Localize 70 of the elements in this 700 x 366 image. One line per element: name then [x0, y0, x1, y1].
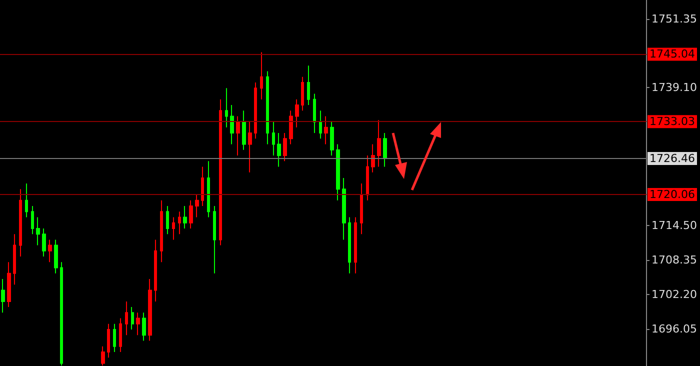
candlestick — [295, 98, 299, 128]
candlestick — [360, 183, 363, 235]
candlestick — [107, 323, 110, 358]
candlestick — [219, 98, 222, 246]
candlestick — [313, 93, 316, 134]
candlestick — [324, 116, 328, 145]
candlestick — [178, 211, 181, 235]
candlestick — [148, 278, 152, 342]
candlestick — [277, 132, 281, 168]
candlestick — [1, 278, 5, 314]
candlestick — [25, 183, 28, 218]
candlestick — [213, 206, 216, 274]
candlestick — [131, 306, 134, 330]
candlestick — [289, 110, 293, 145]
candlestick — [166, 206, 169, 235]
candlestick — [142, 312, 146, 342]
candlestick — [19, 188, 22, 258]
candlestick — [42, 228, 46, 258]
candlestick — [283, 132, 287, 162]
candlestick — [366, 154, 369, 201]
candlestick — [248, 121, 252, 173]
candlestick — [54, 239, 58, 274]
ref-line-label: 1720.06 — [650, 188, 696, 201]
candlestick — [371, 144, 375, 173]
candlestick — [172, 216, 175, 240]
candlestick — [60, 262, 63, 366]
y-tick-label: 1714.50 — [652, 219, 698, 232]
candlestick — [307, 65, 310, 106]
candlestick — [207, 160, 210, 218]
candlestick — [336, 144, 340, 201]
candlestick — [383, 132, 387, 168]
candlestick — [183, 206, 187, 229]
candlestick — [342, 177, 346, 240]
candlestick — [242, 110, 246, 150]
candlestick — [266, 70, 269, 145]
candlestick — [230, 104, 234, 145]
candlestick — [201, 166, 204, 207]
candlestick — [136, 312, 140, 336]
candlestick — [154, 239, 157, 302]
candlestick — [260, 52, 263, 100]
candlestick — [354, 216, 357, 274]
candlestick — [319, 110, 322, 140]
y-tick-label: 1708.35 — [652, 254, 698, 267]
candlestick — [348, 216, 351, 274]
candlestick — [225, 88, 228, 128]
candlestick — [48, 239, 52, 263]
candlestick — [13, 234, 16, 286]
candlestick — [36, 216, 40, 246]
candlestick — [119, 318, 122, 352]
candlestick — [272, 121, 275, 156]
candlestick — [7, 262, 11, 308]
candlestick — [330, 121, 334, 156]
candlestick — [125, 300, 128, 336]
y-tick-label: 1696.05 — [652, 322, 698, 336]
candlestick — [101, 346, 105, 366]
candlestick — [377, 120, 381, 168]
candlestick — [254, 82, 257, 140]
candlestick — [113, 323, 116, 352]
candlestick — [301, 76, 304, 112]
candlestick — [31, 206, 34, 235]
candlestick — [189, 200, 193, 229]
ref-line-label: 1733.03 — [650, 115, 696, 128]
candlestick — [195, 194, 199, 218]
candlestick — [160, 200, 163, 263]
ref-line-label: 1745.04 — [650, 48, 696, 61]
ref-line-label: 1726.46 — [650, 152, 696, 166]
candlestick — [236, 116, 240, 156]
y-tick-label: 1739.10 — [652, 81, 698, 94]
y-tick-label: 1702.20 — [652, 288, 698, 302]
y-tick-label: 1751.35 — [652, 12, 698, 26]
